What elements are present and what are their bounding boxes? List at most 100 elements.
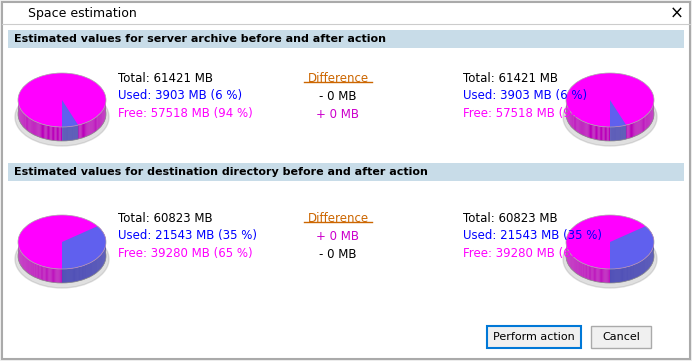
- Polygon shape: [60, 269, 61, 283]
- Polygon shape: [37, 264, 38, 279]
- Polygon shape: [58, 269, 60, 283]
- Polygon shape: [602, 127, 603, 141]
- Polygon shape: [50, 268, 51, 282]
- Polygon shape: [631, 123, 632, 138]
- Polygon shape: [30, 119, 31, 133]
- Polygon shape: [98, 114, 99, 129]
- Polygon shape: [591, 125, 592, 139]
- Polygon shape: [581, 121, 582, 135]
- Polygon shape: [630, 124, 631, 138]
- Polygon shape: [643, 117, 644, 132]
- Polygon shape: [608, 269, 609, 283]
- Text: - 0 MB: - 0 MB: [319, 248, 357, 261]
- Ellipse shape: [15, 88, 109, 146]
- Polygon shape: [28, 118, 30, 132]
- Polygon shape: [51, 268, 52, 282]
- Text: Free: 57518 MB (94 %): Free: 57518 MB (94 %): [118, 108, 253, 121]
- Polygon shape: [641, 118, 642, 133]
- Polygon shape: [603, 127, 605, 141]
- Polygon shape: [606, 127, 608, 141]
- Polygon shape: [78, 125, 80, 139]
- Text: Estimated values for server archive before and after action: Estimated values for server archive befo…: [14, 34, 386, 44]
- Text: Space estimation: Space estimation: [28, 8, 137, 21]
- Polygon shape: [97, 116, 98, 131]
- Polygon shape: [600, 268, 601, 282]
- Polygon shape: [589, 123, 590, 138]
- Polygon shape: [599, 268, 600, 282]
- Polygon shape: [610, 100, 626, 127]
- Polygon shape: [646, 114, 647, 129]
- Polygon shape: [48, 126, 49, 140]
- Polygon shape: [18, 73, 106, 127]
- Polygon shape: [57, 269, 58, 283]
- Polygon shape: [609, 127, 610, 141]
- Polygon shape: [606, 269, 608, 283]
- Polygon shape: [590, 124, 591, 138]
- Polygon shape: [590, 266, 591, 280]
- Polygon shape: [594, 125, 596, 140]
- Text: Free: 39280 MB (65 %): Free: 39280 MB (65 %): [463, 248, 598, 261]
- Polygon shape: [46, 267, 47, 281]
- Polygon shape: [39, 265, 40, 279]
- FancyBboxPatch shape: [591, 326, 651, 348]
- Polygon shape: [61, 127, 62, 141]
- Polygon shape: [45, 267, 46, 281]
- Polygon shape: [593, 267, 594, 281]
- Polygon shape: [591, 266, 592, 280]
- Polygon shape: [637, 121, 639, 135]
- Bar: [8, 163, 684, 181]
- Polygon shape: [54, 269, 55, 283]
- Polygon shape: [635, 122, 637, 136]
- Polygon shape: [626, 125, 628, 139]
- Polygon shape: [94, 118, 95, 132]
- Polygon shape: [578, 118, 579, 133]
- Polygon shape: [26, 116, 27, 130]
- Polygon shape: [43, 125, 44, 139]
- Polygon shape: [588, 266, 589, 280]
- Polygon shape: [642, 118, 643, 132]
- Polygon shape: [34, 263, 35, 277]
- Bar: [8, 30, 684, 48]
- Polygon shape: [594, 267, 595, 281]
- Polygon shape: [57, 127, 58, 141]
- Polygon shape: [43, 266, 44, 280]
- FancyBboxPatch shape: [487, 326, 581, 348]
- Polygon shape: [42, 124, 43, 138]
- Polygon shape: [644, 117, 645, 131]
- Polygon shape: [601, 269, 602, 283]
- Polygon shape: [60, 127, 61, 141]
- Polygon shape: [95, 117, 96, 132]
- Polygon shape: [592, 125, 594, 139]
- Text: Difference: Difference: [307, 212, 369, 225]
- Polygon shape: [575, 116, 576, 131]
- Polygon shape: [584, 122, 585, 136]
- Text: Perform action: Perform action: [493, 332, 575, 342]
- Polygon shape: [595, 268, 596, 282]
- Polygon shape: [588, 123, 589, 138]
- Polygon shape: [31, 119, 33, 134]
- Polygon shape: [576, 118, 578, 132]
- Polygon shape: [628, 124, 630, 139]
- Polygon shape: [37, 122, 39, 137]
- Polygon shape: [55, 127, 57, 141]
- Text: Total: 61421 MB: Total: 61421 MB: [118, 71, 213, 84]
- Polygon shape: [52, 126, 53, 140]
- Polygon shape: [566, 73, 654, 127]
- Polygon shape: [82, 124, 83, 138]
- Polygon shape: [608, 127, 609, 141]
- Polygon shape: [53, 126, 54, 140]
- Polygon shape: [83, 123, 84, 138]
- Polygon shape: [582, 121, 583, 135]
- Polygon shape: [599, 126, 600, 140]
- Polygon shape: [589, 266, 590, 280]
- Polygon shape: [33, 121, 34, 135]
- Text: Used: 3903 MB (6 %): Used: 3903 MB (6 %): [463, 90, 587, 103]
- Polygon shape: [84, 123, 85, 137]
- Polygon shape: [36, 122, 37, 136]
- Text: Estimated values for destination directory before and after action: Estimated values for destination directo…: [14, 167, 428, 177]
- Ellipse shape: [15, 230, 109, 288]
- Polygon shape: [42, 266, 43, 280]
- Polygon shape: [645, 116, 646, 131]
- Polygon shape: [602, 269, 603, 283]
- Ellipse shape: [563, 88, 657, 146]
